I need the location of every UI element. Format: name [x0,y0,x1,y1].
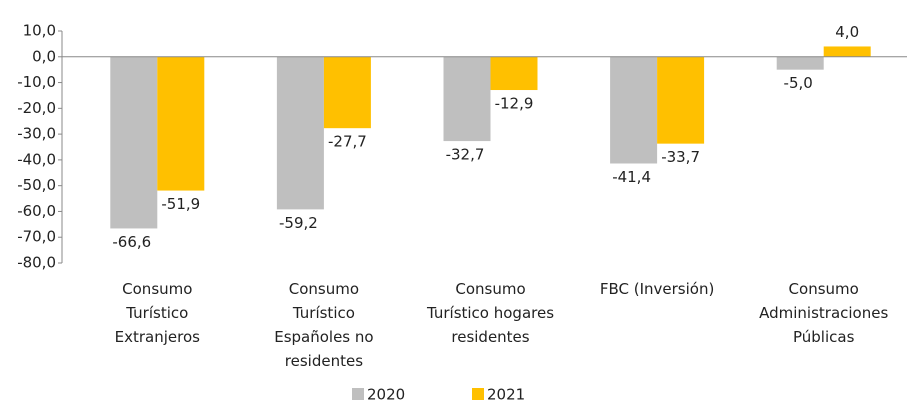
bar [823,46,871,57]
value-label: 4,0 [835,23,859,41]
x-tick-label: Consumo Turístico Extranjeros [115,280,201,346]
bar [276,56,324,210]
bar [610,56,658,164]
bar [443,56,491,142]
y-tick-label: -50,0 [17,176,56,194]
y-tick-label: -10,0 [17,73,56,91]
y-tick-label: -60,0 [17,202,56,220]
y-tick-label: 0,0 [32,47,56,65]
bar [657,56,705,144]
y-tick-label: -40,0 [17,150,56,168]
x-tick-label: Consumo Administraciones Públicas [759,280,888,346]
bar [323,56,371,129]
value-label: -5,0 [784,74,813,92]
legend-swatch [352,388,364,400]
y-tick-label: -20,0 [17,99,56,117]
value-label: -33,7 [661,148,700,166]
x-tick-label: FBC (Inversión) [600,280,714,298]
legend-swatch [472,388,484,400]
value-label: -51,9 [161,195,200,213]
value-label: -27,7 [328,133,367,151]
value-label: -32,7 [446,146,485,164]
y-tick-label: -70,0 [17,228,56,246]
y-tick-label: -80,0 [17,254,56,272]
value-label: -59,2 [279,214,318,232]
value-label: -41,4 [612,168,651,186]
value-label: -12,9 [495,95,534,113]
bar [490,56,538,91]
value-label: -66,6 [112,233,151,251]
legend-label: 2020 [367,386,405,402]
bar [110,56,158,229]
y-tick-label: 10,0 [23,22,56,40]
legend-label: 2021 [487,386,525,402]
y-tick-label: -30,0 [17,125,56,143]
x-tick-label: Consumo Turístico Españoles no residentes [274,280,373,370]
bar [157,56,205,191]
bar [776,56,824,70]
x-tick-label: Consumo Turístico hogares residentes [426,280,554,346]
